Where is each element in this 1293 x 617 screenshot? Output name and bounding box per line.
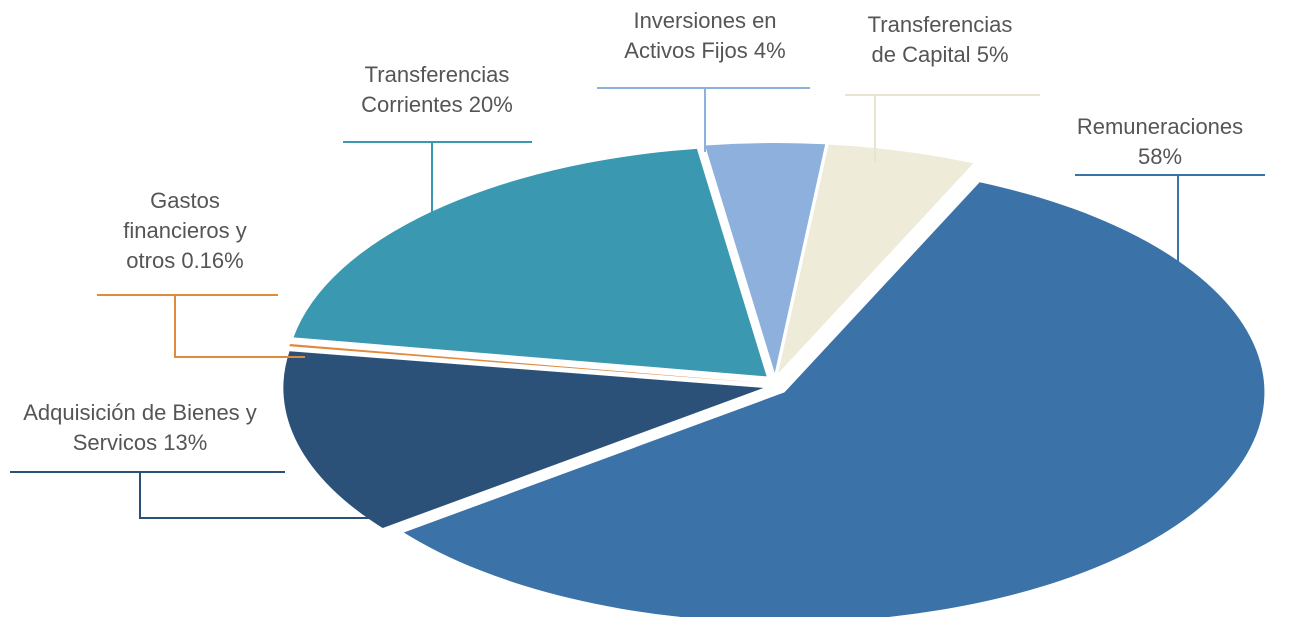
- category-label: Remuneraciones: [1076, 114, 1244, 139]
- category-label: Gastos financieros y otros: [123, 188, 247, 273]
- pie-slice: [403, 182, 1265, 617]
- value-label: 20%: [468, 92, 513, 117]
- leader-line: [597, 87, 810, 152]
- slice-label: Transferencias Corrientes 20%: [327, 60, 547, 120]
- leader-line: [10, 471, 400, 519]
- category-label: Adquisición de Bienes y Servicos: [23, 400, 257, 455]
- pie-slice: [289, 344, 764, 384]
- leader-line: [97, 294, 305, 358]
- category-label: Transferencias Corrientes: [361, 62, 510, 117]
- slice-label: Remuneraciones 58%: [1065, 112, 1255, 172]
- pie-slice: [778, 144, 974, 374]
- value-label: 0.16%: [181, 248, 244, 273]
- leader-line: [845, 94, 1040, 162]
- value-label: 58%: [1137, 144, 1183, 169]
- slice-label: Transferencias de Capital 5%: [855, 10, 1025, 70]
- value-label: 13%: [163, 430, 208, 455]
- leader-line: [1075, 174, 1265, 265]
- pie-slice: [705, 143, 826, 374]
- slice-label: Inversiones en Activos Fijos 4%: [605, 6, 805, 66]
- pie-slice: [283, 351, 764, 529]
- slice-label: Gastos financieros y otros 0.16%: [110, 186, 260, 276]
- slice-label: Adquisición de Bienes y Servicos 13%: [5, 398, 275, 458]
- value-label: 5%: [976, 42, 1009, 67]
- value-label: 4%: [753, 38, 786, 63]
- category-label: Inversiones en Activos Fijos: [624, 8, 777, 63]
- category-label: Transferencias de Capital: [867, 12, 1013, 67]
- leader-line: [343, 141, 532, 222]
- pie-slice: [293, 148, 767, 377]
